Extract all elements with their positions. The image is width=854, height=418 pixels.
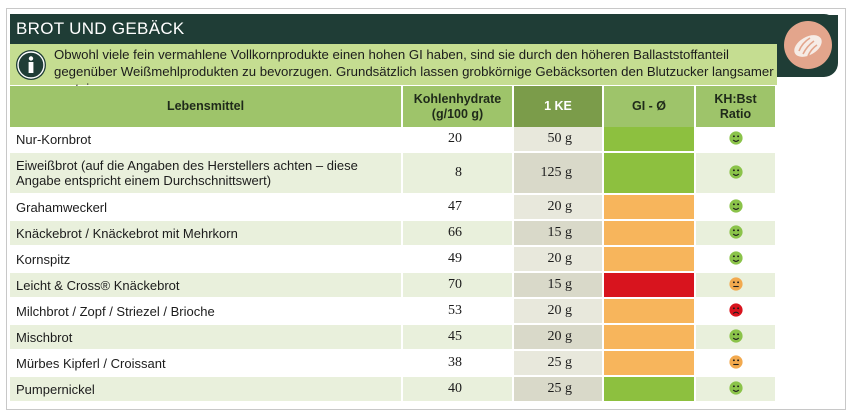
ratio-cell (696, 221, 777, 247)
carb-value: 38 (403, 351, 514, 377)
gi-indicator-green (604, 377, 696, 403)
gi-indicator-orange (604, 247, 696, 273)
gi-indicator-green (604, 153, 696, 195)
header-kh: Kohlenhydrate (g/100 g) (403, 86, 514, 127)
ratio-cell (696, 195, 777, 221)
info-icon (16, 50, 46, 80)
smiley-happy-icon (728, 250, 743, 268)
header-ratio: KH:Bst Ratio (696, 86, 777, 127)
gi-indicator-orange (604, 351, 696, 377)
carb-value: 47 (403, 195, 514, 221)
ratio-cell (696, 299, 777, 325)
ratio-cell (696, 273, 777, 299)
gi-indicator-red (604, 273, 696, 299)
title-bar: BROT UND GEBÄCK (10, 14, 838, 44)
food-name: Pumpernickel (10, 377, 403, 403)
header-ratio-line1: KH:Bst (714, 91, 757, 106)
carb-value: 20 (403, 127, 514, 153)
food-name: Grahamweckerl (10, 195, 403, 221)
header-kh-line2: (g/100 g) (431, 106, 484, 121)
header-ke: 1 KE (514, 86, 604, 127)
page-title: BROT UND GEBÄCK (16, 19, 185, 38)
ratio-cell (696, 127, 777, 153)
food-name: Kornspitz (10, 247, 403, 273)
ke-value: 20 g (514, 247, 604, 273)
carb-value: 53 (403, 299, 514, 325)
food-name: Leicht & Cross® Knäckebrot (10, 273, 403, 299)
header-gi: GI - Ø (604, 86, 696, 127)
carb-value: 40 (403, 377, 514, 403)
food-name: Knäckebrot / Knäckebrot mit Mehrkorn (10, 221, 403, 247)
ratio-cell (696, 377, 777, 403)
food-table: Lebensmittel Kohlenhydrate (g/100 g) 1 K… (10, 86, 777, 403)
carb-value: 66 (403, 221, 514, 247)
ke-value: 50 g (514, 127, 604, 153)
smiley-happy-icon (728, 164, 743, 182)
ke-value: 125 g (514, 153, 604, 195)
smiley-happy-icon (728, 224, 743, 242)
ke-value: 25 g (514, 351, 604, 377)
table-row: Knäckebrot / Knäckebrot mit Mehrkorn 66 15… (10, 221, 777, 247)
ke-value: 15 g (514, 273, 604, 299)
smiley-happy-icon (728, 328, 743, 346)
smiley-neutral-icon (728, 276, 743, 294)
food-name: Eiweißbrot (auf die Angaben des Herstell… (10, 153, 403, 195)
table-row: Mischbrot 45 20 g (10, 325, 777, 351)
food-name: Nur-Kornbrot (10, 127, 403, 153)
table-row: Grahamweckerl 47 20 g (10, 195, 777, 221)
gi-indicator-orange (604, 299, 696, 325)
ratio-cell (696, 153, 777, 195)
header-food: Lebensmittel (10, 86, 403, 127)
table-row: Leicht & Cross® Knäckebrot 70 15 g (10, 273, 777, 299)
ratio-cell (696, 247, 777, 273)
ratio-cell (696, 325, 777, 351)
carb-value: 70 (403, 273, 514, 299)
gi-indicator-orange (604, 325, 696, 351)
info-box: Obwohl viele fein vermahlene Vollkornpro… (10, 44, 777, 96)
ke-value: 20 g (514, 299, 604, 325)
ratio-cell (696, 351, 777, 377)
smiley-happy-icon (728, 380, 743, 398)
bread-icon (784, 21, 832, 69)
carb-value: 8 (403, 153, 514, 195)
table-row: Eiweißbrot (auf die Angaben des Herstell… (10, 153, 777, 195)
carb-value: 45 (403, 325, 514, 351)
smiley-happy-icon (728, 130, 743, 148)
smiley-neutral-icon (728, 354, 743, 372)
table-row: Kornspitz 49 20 g (10, 247, 777, 273)
ke-value: 15 g (514, 221, 604, 247)
smiley-sad-icon (728, 302, 743, 320)
carb-value: 49 (403, 247, 514, 273)
food-name: Mürbes Kipferl / Croissant (10, 351, 403, 377)
gi-indicator-green (604, 127, 696, 153)
ke-value: 20 g (514, 195, 604, 221)
gi-indicator-orange (604, 195, 696, 221)
ke-value: 25 g (514, 377, 604, 403)
gi-indicator-orange (604, 221, 696, 247)
food-name: Mischbrot (10, 325, 403, 351)
table-header-row: Lebensmittel Kohlenhydrate (g/100 g) 1 K… (10, 86, 777, 127)
smiley-happy-icon (728, 198, 743, 216)
table-row: Pumpernickel 40 25 g (10, 377, 777, 403)
header-ratio-line2: Ratio (719, 106, 752, 121)
header-kh-line1: Kohlenhydrate (413, 91, 502, 106)
table-row: Mürbes Kipferl / Croissant 38 25 g (10, 351, 777, 377)
ke-value: 20 g (514, 325, 604, 351)
table-row: Milchbrot / Zopf / Striezel / Brioche 53 2… (10, 299, 777, 325)
table-row: Nur-Kornbrot 20 50 g (10, 127, 777, 153)
food-name: Milchbrot / Zopf / Striezel / Brioche (10, 299, 403, 325)
